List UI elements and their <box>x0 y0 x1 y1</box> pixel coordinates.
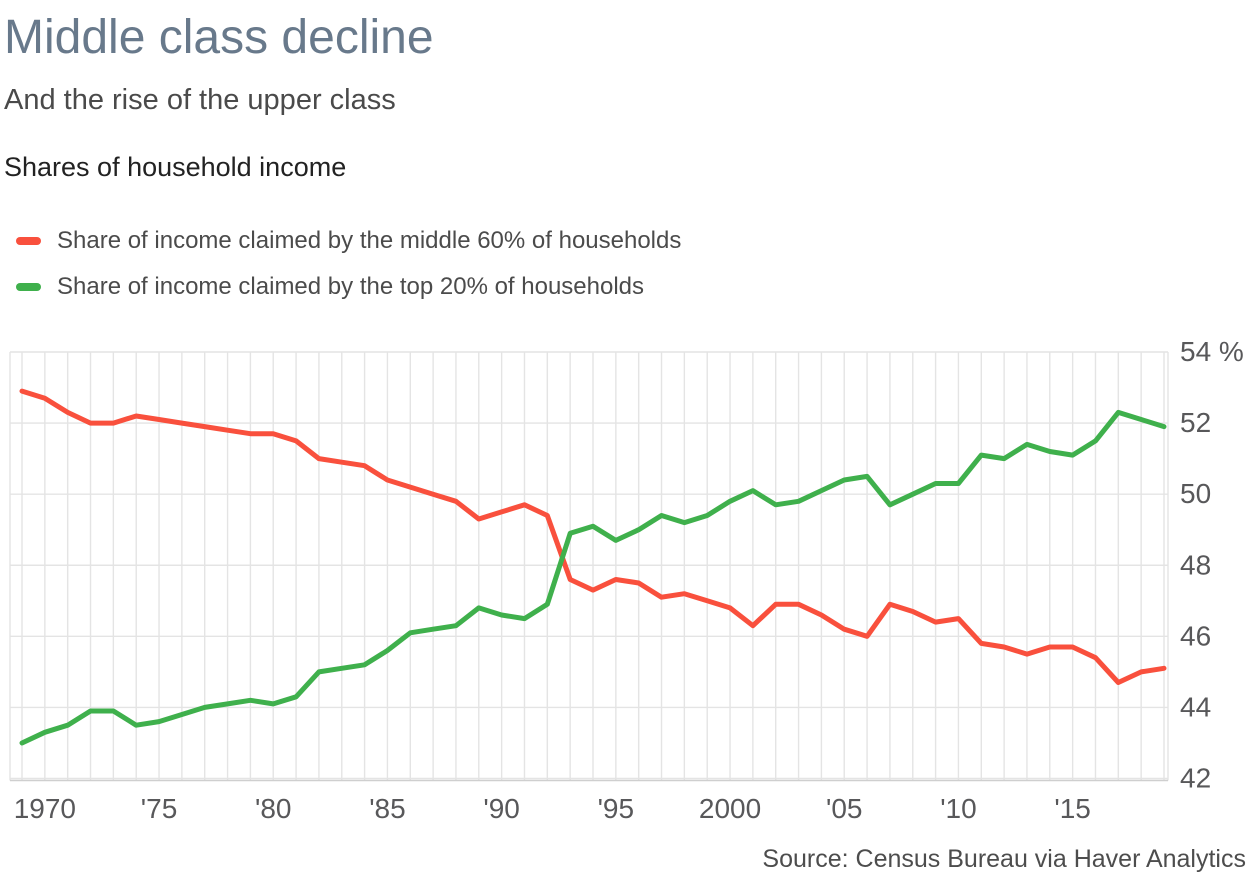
legend-label: Share of income claimed by the middle 60… <box>57 227 682 254</box>
y-axis-tick-label: 54 % <box>1180 340 1244 367</box>
page-title: Middle class decline <box>4 11 434 64</box>
page-subtitle: And the rise of the upper class <box>4 84 396 116</box>
source-credit: Source: Census Bureau via Haver Analytic… <box>762 845 1246 873</box>
x-axis-tick-label: '05 <box>826 793 863 824</box>
x-axis-tick-label: '80 <box>255 793 292 824</box>
y-axis-tick-label: 42 <box>1180 763 1211 794</box>
y-axis-tick-label: 44 <box>1180 691 1211 722</box>
x-axis-tick-label: '85 <box>369 793 406 824</box>
chart-legend: Share of income claimed by the middle 60… <box>16 228 681 320</box>
x-axis-tick-label: '15 <box>1054 793 1091 824</box>
y-axis-tick-label: 52 <box>1180 407 1211 438</box>
y-axis-tick-label: 48 <box>1180 549 1211 580</box>
income-shares-line-chart: 42 44 46 48 50 52 54 % 1970 '75 '80 '85 '90 '95 2000 '… <box>9 340 1244 824</box>
chart-section-label: Shares of household income <box>4 152 347 182</box>
y-axis-tick-label: 50 <box>1180 478 1211 509</box>
series-line-top-20 <box>19 409 1167 746</box>
x-axis-tick-label: '75 <box>141 793 178 824</box>
legend-swatch-icon <box>16 283 41 291</box>
legend-item: Share of income claimed by the middle 60… <box>16 228 681 254</box>
x-axis-tick-label: 2000 <box>699 793 761 824</box>
y-axis-tick-label: 46 <box>1180 620 1211 651</box>
x-axis-tick-label: '95 <box>598 793 635 824</box>
series-line-middle-60 <box>19 388 1167 685</box>
legend-item: Share of income claimed by the top 20% o… <box>16 274 681 300</box>
x-axis-tick-label: '90 <box>483 793 520 824</box>
x-axis-tick-label: 1970 <box>14 793 76 824</box>
x-axis-tick-label: '10 <box>940 793 977 824</box>
legend-swatch-icon <box>16 237 41 245</box>
legend-label: Share of income claimed by the top 20% o… <box>57 273 645 300</box>
